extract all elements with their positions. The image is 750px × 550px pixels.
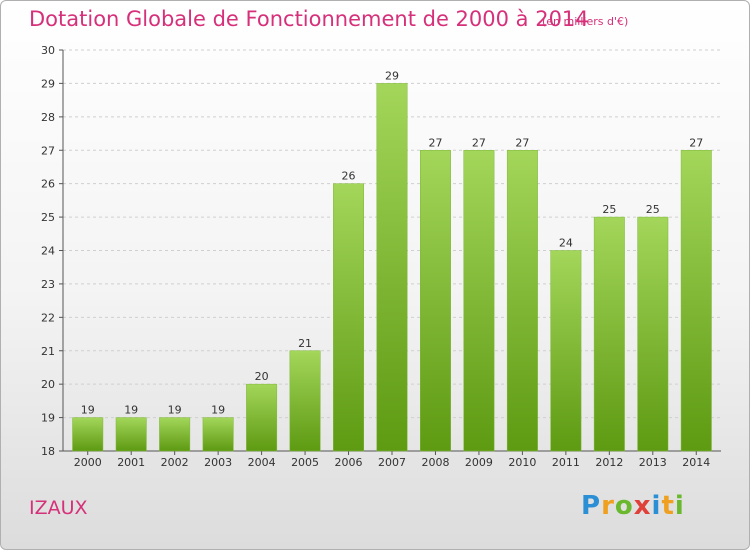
x-tick-label: 2001 bbox=[117, 456, 145, 469]
value-label: 27 bbox=[515, 136, 529, 149]
bar-2007 bbox=[376, 83, 408, 452]
logo-letter: r bbox=[601, 491, 615, 521]
x-tick-label: 2005 bbox=[291, 456, 319, 469]
y-tick-label: 21 bbox=[41, 345, 55, 358]
value-label: 27 bbox=[689, 136, 703, 149]
x-tick-label: 2007 bbox=[378, 456, 406, 469]
value-label: 19 bbox=[124, 404, 138, 417]
bar-2014 bbox=[680, 150, 712, 452]
chart-title: Dotation Globale de Fonctionnement de 20… bbox=[29, 7, 589, 31]
x-tick-labels: 2000 2001 2002 2003 2004 2005 2006 2007 2008 2009… bbox=[74, 456, 711, 469]
logo-letter: i bbox=[674, 491, 685, 521]
bars bbox=[72, 83, 712, 452]
proxiti-logo: Proxiti bbox=[581, 491, 685, 521]
value-label: 21 bbox=[298, 337, 312, 350]
bar-2013 bbox=[637, 216, 669, 452]
y-tick-label: 29 bbox=[41, 77, 55, 90]
logo-letter: t bbox=[661, 491, 675, 521]
value-labels: 19 19 19 19 20 21 26 29 27 27 27 24 25 25 27 bbox=[81, 69, 704, 416]
value-label: 19 bbox=[211, 404, 225, 417]
x-tick-label: 2010 bbox=[508, 456, 536, 469]
value-label: 24 bbox=[559, 237, 573, 250]
bar-2012 bbox=[593, 216, 625, 452]
value-label: 19 bbox=[168, 404, 182, 417]
y-tick-label: 23 bbox=[41, 278, 55, 291]
bar-2004 bbox=[246, 383, 278, 452]
x-tick-label: 2009 bbox=[465, 456, 493, 469]
x-tick-label: 2011 bbox=[552, 456, 580, 469]
bar-2002 bbox=[159, 417, 191, 452]
y-tick-label: 24 bbox=[41, 245, 55, 258]
x-tick-label: 2008 bbox=[421, 456, 449, 469]
value-label: 25 bbox=[602, 203, 616, 216]
bar-2011 bbox=[550, 250, 582, 452]
value-label: 20 bbox=[255, 370, 269, 383]
bar-2005 bbox=[289, 350, 321, 452]
value-label: 27 bbox=[472, 136, 486, 149]
unit-note: (en milliers d'€) bbox=[542, 15, 629, 28]
y-tick-label: 19 bbox=[41, 412, 55, 425]
y-tick-label: 28 bbox=[41, 111, 55, 124]
y-tick-label: 22 bbox=[41, 311, 55, 324]
y-tick-label: 30 bbox=[41, 44, 55, 57]
x-tick-label: 2002 bbox=[161, 456, 189, 469]
x-tick-label: 2014 bbox=[682, 456, 710, 469]
value-label: 29 bbox=[385, 69, 399, 82]
y-tick-label: 20 bbox=[41, 378, 55, 391]
x-tick-label: 2000 bbox=[74, 456, 102, 469]
commune-name: IZAUX bbox=[29, 497, 88, 519]
x-tick-label: 2012 bbox=[595, 456, 623, 469]
value-label: 26 bbox=[342, 170, 356, 183]
x-tick-label: 2003 bbox=[204, 456, 232, 469]
bar-2003 bbox=[202, 417, 234, 452]
y-tick-labels: 18 19 20 21 22 23 24 25 26 27 28 29 30 bbox=[41, 44, 55, 458]
bar-2009 bbox=[463, 150, 495, 452]
value-label: 27 bbox=[428, 136, 442, 149]
logo-letter: o bbox=[614, 491, 634, 521]
y-tick-label: 26 bbox=[41, 178, 55, 191]
bar-2006 bbox=[333, 183, 364, 452]
bar-2001 bbox=[115, 417, 147, 452]
y-tick-label: 18 bbox=[41, 445, 55, 458]
x-tick-label: 2006 bbox=[335, 456, 363, 469]
x-tick-label: 2013 bbox=[639, 456, 667, 469]
y-tick-label: 27 bbox=[41, 144, 55, 157]
x-tick-label: 2004 bbox=[248, 456, 276, 469]
logo-letter: x bbox=[633, 491, 652, 521]
logo-letter: P bbox=[581, 491, 602, 521]
bar-2008 bbox=[420, 150, 451, 452]
value-label: 19 bbox=[81, 404, 95, 417]
y-tick-label: 25 bbox=[41, 211, 55, 224]
bar-2000 bbox=[72, 417, 104, 452]
value-label: 25 bbox=[646, 203, 660, 216]
logo-letter: i bbox=[651, 491, 662, 521]
bar-2010 bbox=[506, 150, 538, 452]
